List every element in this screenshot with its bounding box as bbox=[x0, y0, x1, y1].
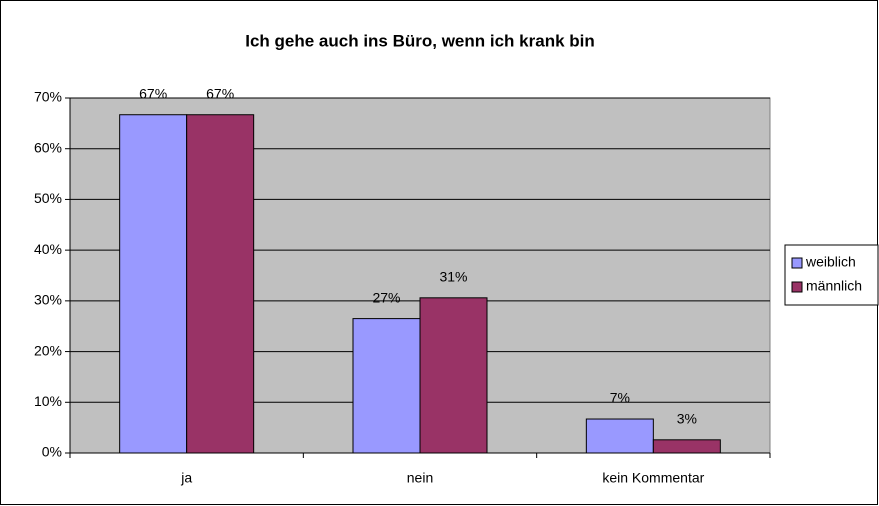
x-tick-label: kein Kommentar bbox=[602, 470, 704, 486]
x-tick-label: nein bbox=[407, 470, 433, 486]
value-label: 3% bbox=[677, 411, 697, 427]
legend-box bbox=[784, 244, 879, 306]
y-tick-label: 50% bbox=[34, 190, 62, 206]
value-label: 67% bbox=[206, 85, 234, 101]
chart-title: Ich gehe auch ins Büro, wenn ich krank b… bbox=[245, 31, 595, 50]
x-tick-label: ja bbox=[180, 470, 192, 486]
bar bbox=[352, 318, 421, 454]
value-label: 31% bbox=[439, 269, 467, 285]
value-label: 7% bbox=[610, 390, 630, 406]
bar bbox=[119, 114, 188, 454]
value-label: 27% bbox=[372, 289, 400, 305]
legend-label: männlich bbox=[806, 278, 862, 294]
bar bbox=[186, 114, 255, 454]
y-tick-label: 30% bbox=[34, 292, 62, 308]
y-tick-label: 0% bbox=[42, 444, 62, 460]
y-tick-label: 40% bbox=[34, 241, 62, 257]
bar bbox=[419, 297, 488, 454]
legend-swatch bbox=[791, 257, 803, 269]
legend-swatch bbox=[791, 281, 803, 293]
bar bbox=[652, 439, 721, 454]
y-tick-label: 20% bbox=[34, 342, 62, 358]
bar bbox=[585, 418, 654, 454]
y-tick-label: 10% bbox=[34, 393, 62, 409]
y-tick-label: 70% bbox=[34, 89, 62, 105]
legend-label: weiblich bbox=[805, 254, 856, 270]
value-label: 67% bbox=[139, 85, 167, 101]
y-tick-label: 60% bbox=[34, 139, 62, 155]
